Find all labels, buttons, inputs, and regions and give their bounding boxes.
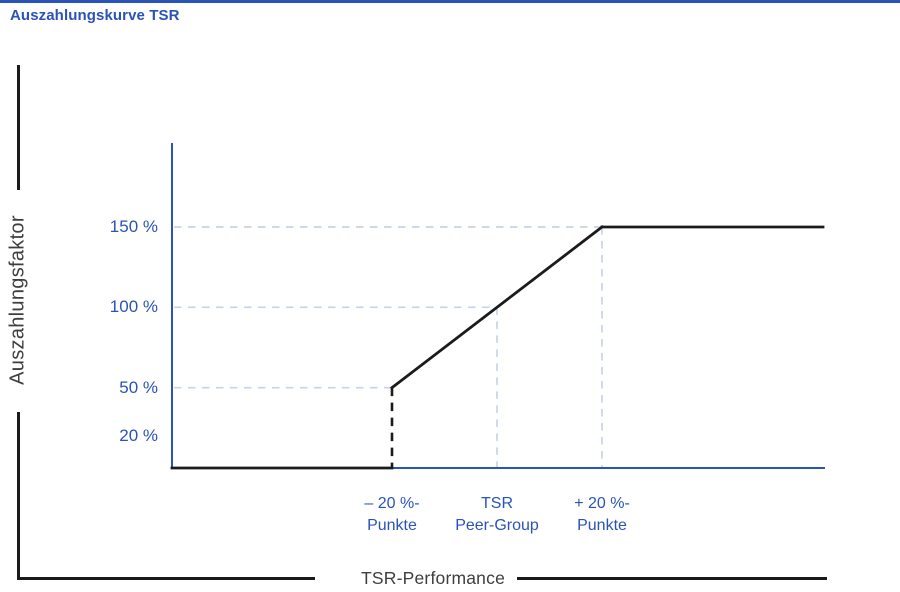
top-border-rule [0,0,900,3]
x-tick-label-line: Punkte [367,517,417,534]
x-tick-label-line: TSR [481,495,513,512]
x-axis-title: TSR-Performance [360,568,506,588]
y-tick-50: 50 % [119,377,158,397]
y-axis-frame-line-top [17,65,20,190]
x-tick-minus-20-points: – 20 %- Punkte [364,493,419,537]
x-tick-label-line: Punkte [577,517,627,534]
x-tick-label-line: + 20 %- [574,495,630,512]
x-tick-label-line: Peer-Group [455,517,539,534]
y-tick-100: 100 % [109,297,158,317]
payout-curve-segment-1 [390,225,604,390]
x-axis-frame-line-left [17,577,315,580]
y-tick-150: 150 % [109,217,158,236]
y-axis-frame-line-bottom [17,412,20,580]
x-axis-frame-line-right [517,577,827,580]
y-tick-20: 20 % [119,425,158,445]
x-tick-plus-20-points: + 20 %- Punkte [574,493,630,537]
x-tick-label-line: – 20 %- [364,495,420,512]
x-tick-tsr-peer-group: TSR Peer-Group [455,493,539,537]
figure-title: Auszahlungskurve TSR [10,7,180,24]
